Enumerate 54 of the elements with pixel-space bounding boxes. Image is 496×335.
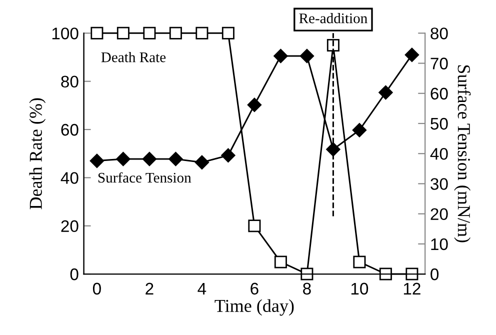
point bbox=[379, 268, 392, 280]
y2-axis-title: Surface Tension (mN/m) bbox=[454, 65, 471, 242]
point bbox=[300, 268, 314, 280]
x-tick-label: 4 bbox=[198, 282, 206, 294]
point bbox=[116, 26, 130, 40]
point bbox=[221, 148, 236, 162]
point bbox=[406, 268, 418, 280]
y2-tick-label: 40 bbox=[430, 148, 448, 160]
series-label: Surface Tension bbox=[98, 172, 192, 183]
y2-tick-label: 80 bbox=[430, 28, 448, 40]
y-tick-label: 100 bbox=[52, 28, 78, 40]
point bbox=[274, 256, 287, 268]
point bbox=[274, 48, 288, 64]
y2-tick-label: 20 bbox=[430, 208, 448, 220]
x-tick-label: 8 bbox=[303, 282, 311, 295]
point bbox=[352, 123, 367, 138]
y2-tick-label: 70 bbox=[430, 58, 448, 70]
point bbox=[168, 152, 183, 166]
point bbox=[353, 256, 366, 268]
y-tick-label: 0 bbox=[70, 268, 78, 280]
y2-tick-label: 0 bbox=[430, 268, 439, 280]
point bbox=[326, 142, 340, 156]
point bbox=[300, 48, 314, 64]
point bbox=[247, 98, 262, 112]
x-tick-label: 10 bbox=[351, 282, 368, 295]
point bbox=[404, 48, 420, 62]
y-tick-label: 80 bbox=[61, 76, 78, 88]
point bbox=[90, 26, 104, 40]
point bbox=[116, 152, 130, 166]
y2-tick-label: 50 bbox=[430, 118, 448, 130]
y-tick-label: 40 bbox=[60, 172, 78, 184]
point bbox=[169, 26, 182, 40]
point bbox=[326, 38, 340, 52]
point bbox=[248, 220, 261, 232]
point bbox=[90, 154, 104, 168]
x-axis-title: Time (day) bbox=[214, 299, 294, 316]
annotation: Re-addition bbox=[299, 12, 368, 24]
point bbox=[142, 152, 157, 166]
series-label: Death Rate bbox=[101, 52, 166, 62]
point bbox=[222, 26, 234, 40]
y-tick-label: 20 bbox=[61, 220, 78, 232]
y-axis-title: Death Rate (%) bbox=[29, 98, 46, 210]
x-tick-label: 0 bbox=[92, 282, 101, 295]
point bbox=[194, 155, 210, 170]
point bbox=[143, 26, 156, 40]
x-tick-label: 12 bbox=[404, 282, 420, 294]
y-tick-label: 60 bbox=[61, 124, 78, 136]
point bbox=[196, 26, 208, 40]
y2-tick-label: 60 bbox=[430, 88, 448, 100]
x-tick-label: 6 bbox=[250, 282, 258, 295]
point bbox=[378, 85, 393, 100]
y2-tick-label: 10 bbox=[431, 238, 448, 250]
x-tick-label: 2 bbox=[146, 282, 154, 294]
y2-tick-label: 30 bbox=[430, 178, 448, 190]
